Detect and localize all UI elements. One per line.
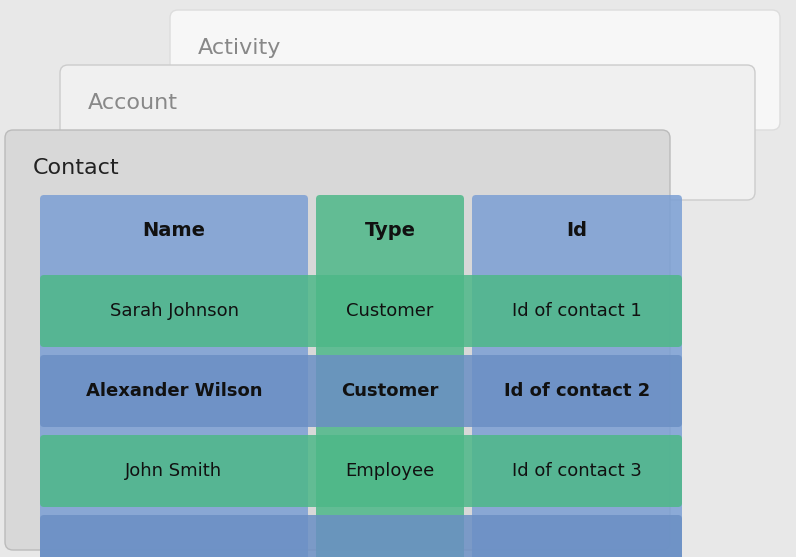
FancyBboxPatch shape — [60, 65, 755, 200]
FancyBboxPatch shape — [40, 435, 682, 507]
Text: Id of contact 2: Id of contact 2 — [504, 382, 650, 400]
Text: Name: Name — [142, 222, 205, 241]
FancyBboxPatch shape — [40, 355, 682, 427]
FancyBboxPatch shape — [40, 275, 682, 347]
FancyBboxPatch shape — [170, 10, 780, 130]
Text: Id of contact 1: Id of contact 1 — [512, 302, 642, 320]
FancyBboxPatch shape — [40, 515, 682, 557]
Text: Id of contact 3: Id of contact 3 — [512, 462, 642, 480]
Text: Customer: Customer — [346, 302, 434, 320]
Text: John Smith: John Smith — [126, 462, 223, 480]
FancyBboxPatch shape — [40, 195, 308, 557]
Text: Type: Type — [365, 222, 416, 241]
Text: Customer: Customer — [341, 382, 439, 400]
Text: Account: Account — [88, 93, 178, 113]
Text: Id: Id — [567, 222, 587, 241]
Text: Alexander Wilson: Alexander Wilson — [86, 382, 262, 400]
FancyBboxPatch shape — [472, 195, 682, 557]
Text: Activity: Activity — [198, 38, 281, 58]
FancyBboxPatch shape — [5, 130, 670, 550]
FancyBboxPatch shape — [316, 195, 464, 557]
Text: Contact: Contact — [33, 158, 119, 178]
Text: Sarah Johnson: Sarah Johnson — [110, 302, 239, 320]
Text: Employee: Employee — [345, 462, 435, 480]
